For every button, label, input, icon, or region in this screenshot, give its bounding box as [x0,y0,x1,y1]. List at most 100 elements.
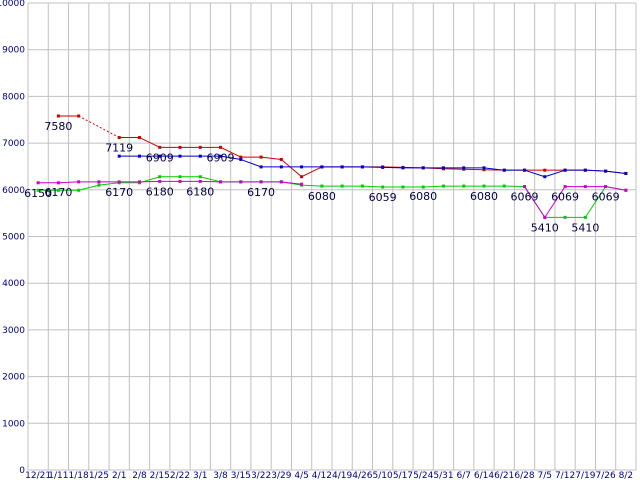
x-tick-label: 7/19 [575,471,595,480]
data-point [219,154,223,158]
series-line-segment [281,159,302,178]
data-point [56,188,60,192]
x-tick-label: 8/2 [619,471,633,480]
data-point [137,136,141,140]
series-line-segment [139,137,160,148]
data-point [624,171,628,175]
y-tick-label: 9000 [2,46,25,56]
data-point [219,145,223,149]
x-tick-label: 6/21 [494,471,514,480]
data-point [239,157,243,161]
data-point [178,175,182,179]
data-label: 7580 [44,120,72,133]
data-point [279,157,283,161]
series-group [36,114,628,219]
x-tick-label: 3/15 [231,471,251,480]
series-1 [117,154,628,179]
data-point [97,183,101,187]
data-label: 6069 [511,191,539,204]
x-tick-label: 4/26 [352,471,372,480]
data-point [239,155,243,159]
x-tick-label: 4/5 [294,471,308,480]
x-tick-label: 4/12 [312,471,332,480]
data-point [259,180,263,184]
data-point [158,154,162,158]
data-point [56,114,60,118]
data-point [360,184,364,188]
series-line-segment [504,185,525,188]
x-axis-ticks: 12/211/11 1/18 1/25 2/1 2/8 2/15 2/22 3/1 3/8 3/1… [25,471,633,480]
data-point [502,168,506,172]
series-3 [36,179,628,219]
y-tick-label: 0 [19,466,25,476]
x-tick-label: 2/22 [170,471,190,480]
series-line-segment [98,182,120,186]
data-label: 6069 [592,191,620,204]
grid-lines [27,2,637,471]
data-point [543,175,547,179]
x-tick-label: 1/25 [89,471,109,480]
data-point [624,188,628,192]
data-point [320,165,324,169]
series-line-segment [78,184,100,191]
x-tick-label: 5/10 [373,471,393,480]
y-tick-label: 2000 [2,373,25,383]
data-point [178,145,182,149]
data-point [421,185,425,189]
data-point [320,184,324,188]
data-label: 6170 [105,186,133,199]
y-tick-label: 6000 [2,186,25,196]
x-tick-label: 5/24 [413,471,433,480]
x-tick-label: 2/15 [150,471,170,480]
series-line-segment [58,181,79,184]
series-line-segment [584,186,607,218]
x-tick-label: 2/1 [112,471,126,480]
data-point [340,184,344,188]
data-label: 6909 [146,151,174,164]
data-point [300,182,304,186]
data-point [401,185,405,189]
y-tick-label: 1000 [2,419,25,429]
data-point [36,188,40,192]
data-point [259,165,263,169]
data-point [117,136,121,140]
data-point [482,184,486,188]
x-tick-label: 7/26 [595,471,615,480]
series-line-segment [301,166,323,178]
y-axis-ticks: 0 1000 2000 3000 4000 5000 6000 7000 8000 9000 100… [0,0,25,476]
data-point [360,165,364,169]
data-point [178,179,182,183]
series-line-segment [362,185,383,188]
x-tick-label: 3/22 [251,471,271,480]
data-point [482,166,486,170]
data-point [441,184,445,188]
data-point [117,154,121,158]
data-label: 6069 [551,191,579,204]
data-label: 6180 [186,185,214,198]
x-tick-label: 5/31 [433,471,453,480]
data-point [543,168,547,172]
data-point [279,180,283,184]
data-label: 6909 [207,151,235,164]
data-point [198,145,202,149]
data-label: 6080 [470,190,498,203]
x-tick-label: 12/21 [25,471,51,480]
data-point [219,180,223,184]
data-point [543,215,547,219]
data-point [279,165,283,169]
series-line-segment [524,186,546,218]
x-tick-label: 7/5 [538,471,552,480]
data-label: 5410 [571,221,599,234]
data-point [198,154,202,158]
series-line-segment [301,184,322,187]
series-line-segment [261,156,282,160]
data-point [381,165,385,169]
data-point [77,188,81,192]
data-point [239,180,243,184]
y-tick-label: 5000 [2,233,25,243]
x-tick-label: 2/8 [132,471,147,480]
data-point [381,185,385,189]
series-line-segment [220,155,241,160]
data-point [583,185,587,189]
